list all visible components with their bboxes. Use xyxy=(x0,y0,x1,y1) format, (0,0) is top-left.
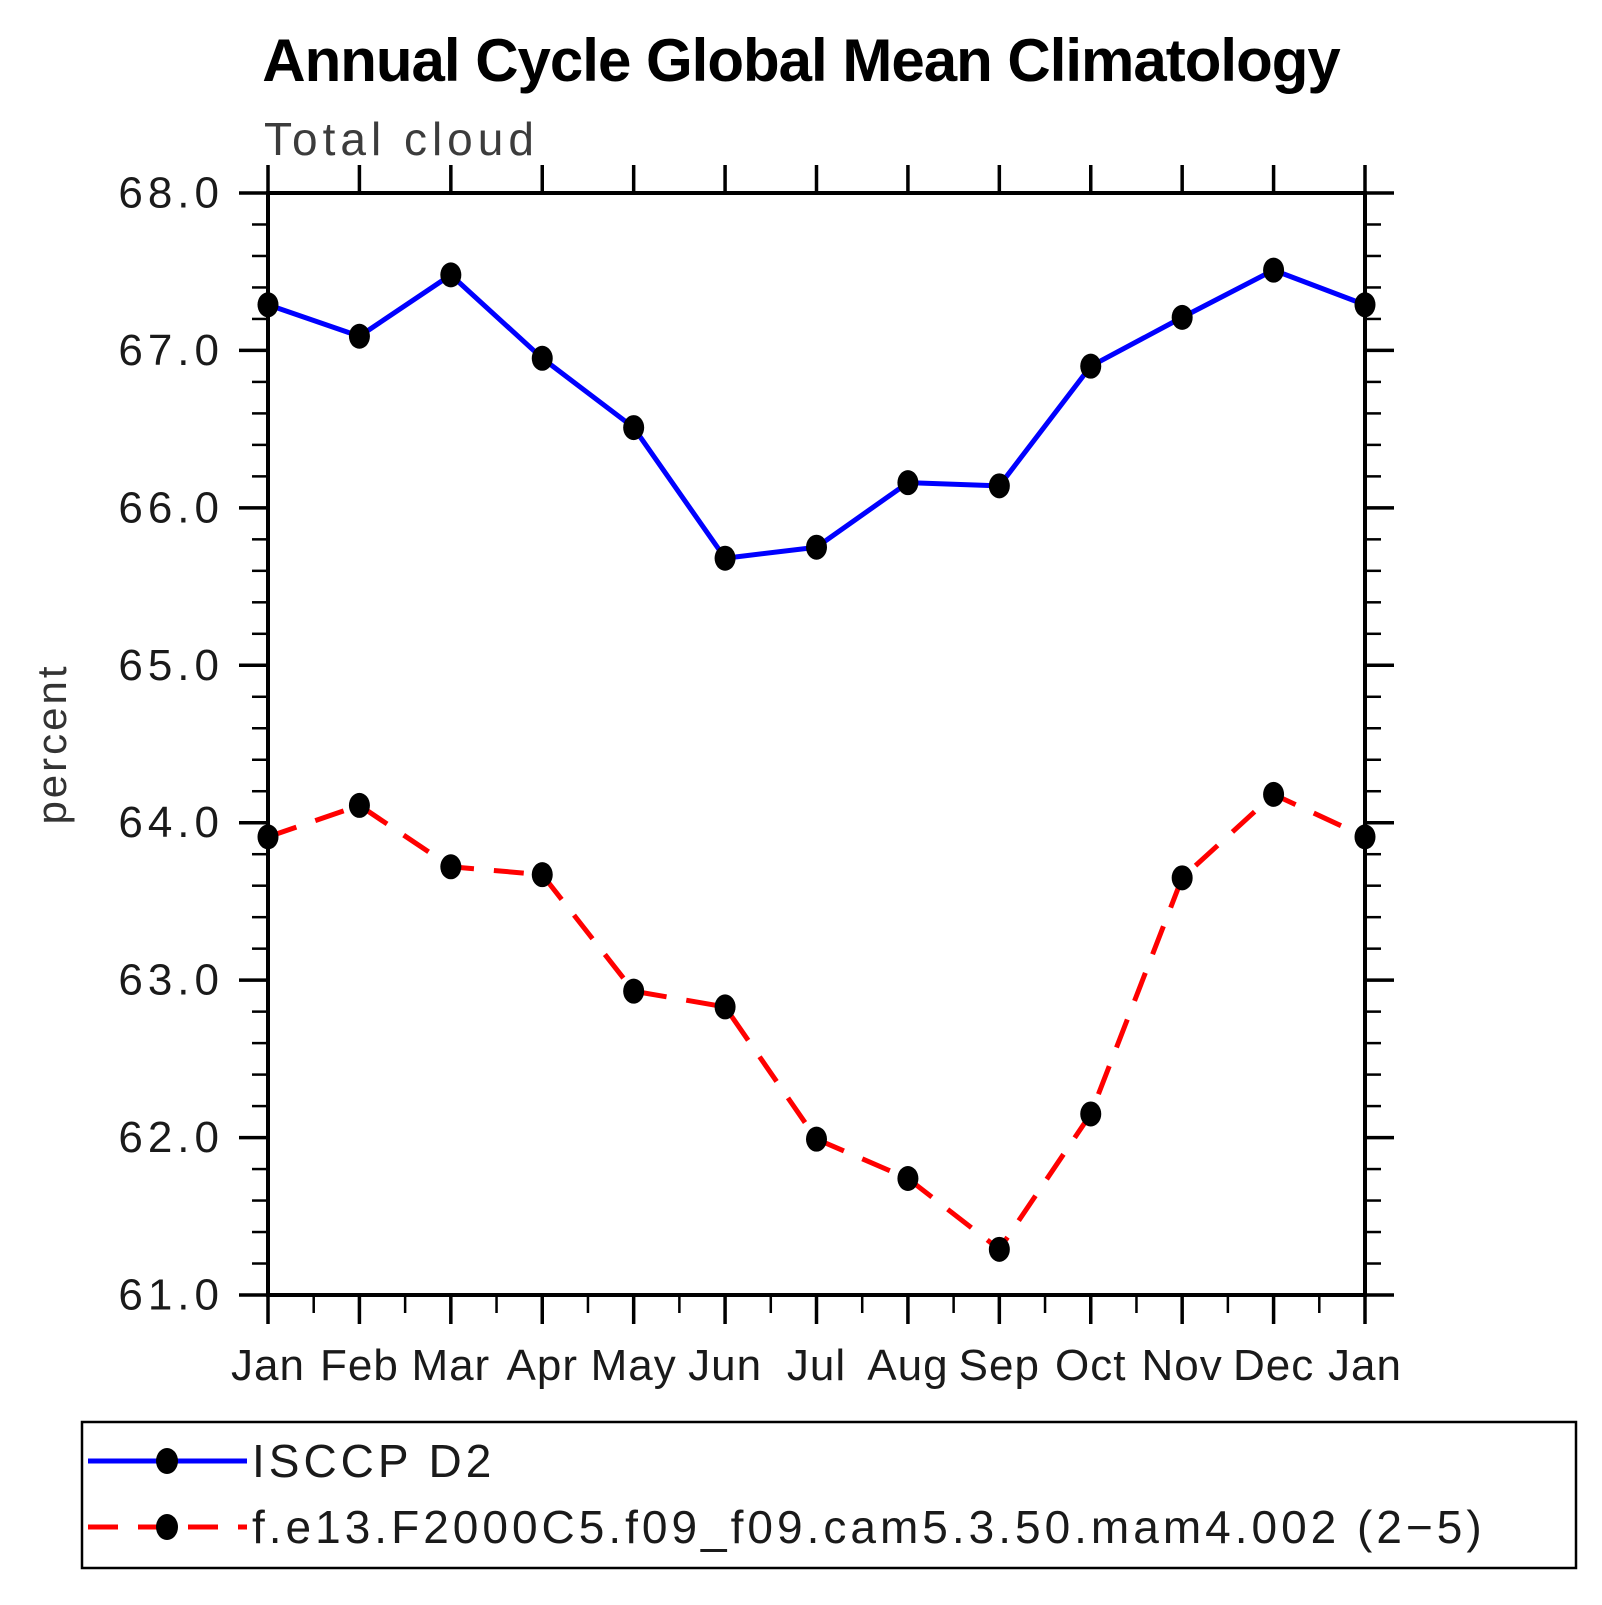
legend-entry-label: ISCCP D2 xyxy=(252,1435,495,1487)
obs-data-point xyxy=(257,292,279,318)
y-axis-tick-label: 61.0 xyxy=(118,1271,224,1320)
x-axis-month-label: Feb xyxy=(320,1341,399,1390)
x-axis-month-label: Jun xyxy=(688,1341,762,1390)
x-axis-month-label: Jul xyxy=(787,1341,846,1390)
y-axis-tick-label: 62.0 xyxy=(118,1113,224,1162)
model-data-point xyxy=(440,854,462,880)
x-axis-month-label: Jan xyxy=(1328,1341,1402,1390)
x-axis-month-label: Sep xyxy=(959,1341,1040,1390)
model-data-point xyxy=(988,1236,1010,1262)
legend-entry-label: f.e13.F2000C5.f09_f09.cam5.3.50.mam4.002… xyxy=(252,1501,1486,1553)
legend-entry-marker xyxy=(156,1514,178,1540)
model-data-point xyxy=(806,1126,827,1152)
x-axis-month-label: Apr xyxy=(507,1341,578,1390)
obs-data-point xyxy=(531,345,553,371)
model-data-point xyxy=(1263,781,1285,807)
y-axis-tick-label: 67.0 xyxy=(118,326,224,375)
model-data-point xyxy=(714,994,736,1020)
obs-data-point xyxy=(1354,292,1376,318)
x-axis-month-label: Aug xyxy=(867,1341,948,1390)
x-axis-month-label: Nov xyxy=(1142,1341,1223,1390)
y-axis-tick-label: 66.0 xyxy=(118,483,224,532)
model-data-point xyxy=(1354,824,1376,850)
x-axis-month-label: May xyxy=(591,1341,677,1390)
model-data-point xyxy=(623,978,645,1004)
obs-data-point xyxy=(897,470,919,496)
obs-data-point xyxy=(806,534,827,560)
chart-title: Annual Cycle Global Mean Climatology xyxy=(262,27,1341,94)
y-axis-tick-label: 68.0 xyxy=(118,169,224,218)
obs-data-point xyxy=(1080,353,1102,379)
model-data-point xyxy=(348,792,370,818)
model-series-line xyxy=(267,791,1367,1252)
legend-box xyxy=(80,1420,1578,1570)
y-axis-tick-label: 63.0 xyxy=(118,956,224,1005)
model-data-point xyxy=(257,824,279,850)
model-data-point xyxy=(897,1166,919,1192)
obs-data-point xyxy=(988,473,1010,499)
y-axis-tick-label: 65.0 xyxy=(118,641,224,690)
obs-data-point xyxy=(714,545,736,571)
obs-data-point xyxy=(348,323,370,349)
y-axis-tick-label: 64.0 xyxy=(118,798,224,847)
model-data-point xyxy=(1171,865,1193,891)
y-axis-title: percent xyxy=(28,663,75,824)
obs-data-point xyxy=(440,262,462,288)
chart-subtitle: Total cloud xyxy=(264,113,539,165)
obs-data-point xyxy=(1263,257,1285,283)
x-axis-month-label: Jan xyxy=(231,1341,305,1390)
x-axis-month-label: Mar xyxy=(411,1341,490,1390)
obs-data-point xyxy=(623,415,645,441)
obs-series-line xyxy=(267,267,1366,561)
obs-data-point xyxy=(1171,304,1193,330)
x-axis-month-label: Oct xyxy=(1055,1341,1126,1390)
model-data-point xyxy=(1080,1101,1102,1127)
x-axis-month-label: Dec xyxy=(1233,1341,1314,1390)
model-data-point xyxy=(531,862,553,888)
legend-entry-marker xyxy=(156,1448,178,1474)
